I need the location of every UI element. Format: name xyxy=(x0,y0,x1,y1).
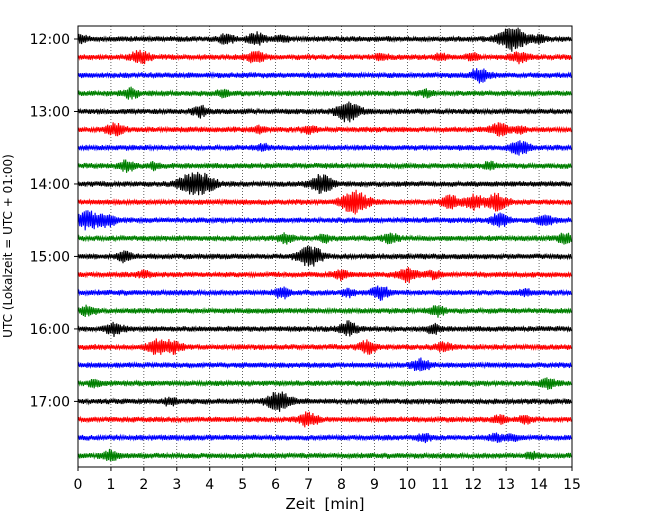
seismic-traces xyxy=(77,27,572,462)
y-tick-label: 16:00 xyxy=(30,322,70,338)
x-tick-label: 3 xyxy=(172,477,181,493)
trace-line-13 xyxy=(77,266,572,284)
trace-line-11 xyxy=(77,232,572,245)
trace-line-3 xyxy=(77,86,572,100)
trace-line-20 xyxy=(77,391,572,412)
x-tick-label: 0 xyxy=(74,477,83,493)
x-tick-label: 13 xyxy=(497,477,515,493)
y-tick-label: 17:00 xyxy=(30,394,70,410)
x-axis-ticks: 0 1 2 3 4 5 6 7 8 9 10 11 12 13 14 15 xyxy=(74,467,581,493)
x-tick-label: 2 xyxy=(139,477,148,493)
x-tick-label: 9 xyxy=(370,477,379,493)
y-tick-label: 15:00 xyxy=(30,249,70,265)
x-tick-label: 15 xyxy=(563,477,581,493)
x-tick-label: 12 xyxy=(464,477,482,493)
trace-line-0 xyxy=(77,27,572,52)
y-tick-label: 13:00 xyxy=(30,104,70,120)
x-tick-label: 14 xyxy=(530,477,548,493)
x-tick-label: 10 xyxy=(398,477,416,493)
x-tick-label: 8 xyxy=(337,477,346,493)
trace-line-5 xyxy=(77,122,572,137)
trace-line-21 xyxy=(77,411,572,428)
trace-line-6 xyxy=(77,140,572,156)
trace-line-16 xyxy=(77,320,572,337)
trace-line-19 xyxy=(77,377,572,390)
trace-line-17 xyxy=(77,338,572,355)
trace-line-22 xyxy=(77,432,572,444)
trace-line-14 xyxy=(77,285,572,301)
plot-frame xyxy=(77,25,573,468)
trace-line-23 xyxy=(77,448,572,462)
x-tick-label: 4 xyxy=(205,477,214,493)
x-tick-label: 7 xyxy=(304,477,313,493)
y-tick-label: 14:00 xyxy=(30,177,70,193)
plot-background xyxy=(78,26,572,467)
trace-line-7 xyxy=(77,159,572,173)
x-axis-label: Zeit [min] xyxy=(285,495,364,513)
x-tick-label: 6 xyxy=(271,477,280,493)
trace-line-1 xyxy=(77,49,572,65)
y-tick-label: 12:00 xyxy=(30,32,70,48)
y-axis-ticks: 12:00 13:00 14:00 15:00 16:00 17:00 xyxy=(30,32,78,410)
trace-line-8 xyxy=(77,171,572,196)
trace-line-9 xyxy=(77,189,572,215)
trace-line-15 xyxy=(77,304,572,318)
x-tick-label: 1 xyxy=(106,477,115,493)
trace-line-12 xyxy=(77,245,572,267)
trace-line-10 xyxy=(77,210,572,231)
trace-line-2 xyxy=(77,68,572,84)
x-tick-label: 11 xyxy=(431,477,449,493)
x-tick-label: 5 xyxy=(238,477,247,493)
y-axis-label: UTC (Lokalzeit = UTC + 01:00) xyxy=(1,154,15,338)
trace-line-4 xyxy=(77,101,572,123)
trace-line-18 xyxy=(77,357,572,372)
